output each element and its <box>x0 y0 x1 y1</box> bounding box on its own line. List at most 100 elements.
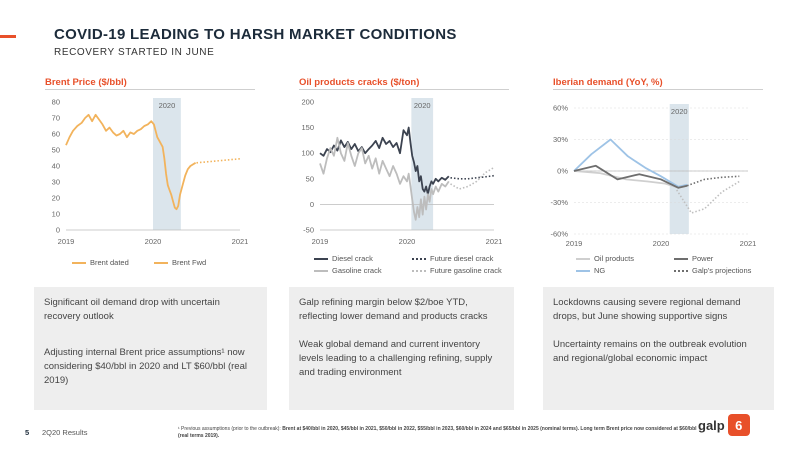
brent-commentary: Significant oil demand drop with uncerta… <box>34 287 267 410</box>
legend-item: Future gasoline crack <box>412 266 502 275</box>
legend-item: NG <box>576 266 605 275</box>
legend-swatch <box>412 269 426 272</box>
series-line <box>319 136 450 221</box>
commentary-point: Lockdowns causing severe regional demand… <box>553 297 741 322</box>
y-tick-label: 10 <box>52 210 60 219</box>
series-line <box>65 113 197 211</box>
commentary-point: Significant oil demand drop with uncerta… <box>44 297 220 322</box>
legend-label: Power <box>692 254 714 263</box>
commentary-point: Weak global demand and current inventory… <box>299 339 493 378</box>
y-tick-label: 200 <box>301 98 314 107</box>
y-tick-label: 50 <box>306 174 314 183</box>
series-line <box>676 180 740 214</box>
demand-commentary: Lockdowns causing severe regional demand… <box>543 287 774 410</box>
y-tick-label: -60% <box>550 230 568 239</box>
commentary-point: Adjusting internal Brent price assumptio… <box>44 347 247 386</box>
x-tick-label: 2019 <box>312 237 329 246</box>
highlight-label: 2020 <box>414 101 431 110</box>
series-line <box>319 126 450 196</box>
legend-item: Oil products <box>576 254 634 263</box>
brent-price-chart: 2020 0 10 20 30 40 50 60 70 80 2019 2020 2021 <box>52 98 249 247</box>
legend-label: Brent dated <box>90 258 129 267</box>
legend-label: Diesel crack <box>332 254 373 263</box>
x-tick-label: 2019 <box>58 237 75 246</box>
legend-swatch <box>576 269 590 272</box>
logo-badge-icon: 6 <box>727 414 750 436</box>
highlight-band <box>153 98 181 230</box>
galp-logo: galp 6 <box>698 414 750 436</box>
legend-label: Future gasoline crack <box>430 266 502 275</box>
highlight-label: 2020 <box>159 101 176 110</box>
series-line <box>573 138 688 188</box>
panel-divider <box>553 89 763 90</box>
page-title: COVID-19 LEADING TO HARSH MARKET CONDITI… <box>54 26 457 43</box>
legend-item: Brent Fwd <box>154 258 206 267</box>
legend-swatch <box>674 269 688 272</box>
y-tick-label: -50 <box>303 226 314 235</box>
panel-divider <box>45 89 255 90</box>
legend-swatch <box>674 257 688 260</box>
y-tick-label: 40 <box>52 162 60 171</box>
legend-item: Power <box>674 254 713 263</box>
series-line <box>450 166 495 190</box>
panel-title-brent: Brent Price ($/bbl) <box>45 77 127 88</box>
y-tick-label: 60% <box>553 104 568 113</box>
x-tick-label: 2021 <box>232 237 249 246</box>
legend-item: Galp's projections <box>674 266 751 275</box>
cracks-commentary: Galp refining margin below $2/boe YTD, r… <box>289 287 514 410</box>
footnote: ¹ Previous assumptions (prior to the out… <box>178 426 698 440</box>
x-tick-label: 2021 <box>486 237 503 246</box>
legend-label: NG <box>594 266 606 275</box>
iberian-demand-chart: 2020 60% 30% 0% -30% -60%2019 2020 2021 <box>550 104 757 249</box>
y-tick-label: 30% <box>553 135 568 144</box>
commentary-point: Galp refining margin below $2/boe YTD, r… <box>299 297 488 322</box>
page-subtitle: RECOVERY STARTED IN JUNE <box>54 47 215 58</box>
legend-label: Gasoline crack <box>332 266 382 275</box>
highlight-band <box>669 104 689 234</box>
x-tick-label: 2020 <box>399 237 416 246</box>
legend-swatch <box>314 257 328 260</box>
footnote-lead: ¹ Previous assumptions (prior to the out… <box>178 426 283 432</box>
x-tick-label: 2019 <box>566 239 583 248</box>
commentary-point: Uncertainty remains on the outbreak evol… <box>553 339 747 364</box>
legend-swatch <box>314 269 328 272</box>
legend-item: Brent dated <box>72 258 129 267</box>
y-tick-label: 80 <box>52 98 60 107</box>
footer-label: 2Q20 Results <box>42 428 88 437</box>
y-tick-label: 0 <box>310 200 314 209</box>
legend-swatch <box>154 261 168 264</box>
legend-label: Galp's projections <box>692 266 752 275</box>
legend-label: Oil products <box>594 254 635 263</box>
logo-text: galp <box>698 417 725 433</box>
legend-swatch <box>72 261 86 264</box>
x-tick-label: 2021 <box>740 239 757 248</box>
y-tick-label: 0% <box>557 167 568 176</box>
panel-title-demand: Iberian demand (YoY, %) <box>553 77 663 88</box>
oil-cracks-chart: 2020 -50 0 50 100 150 200 2019 2020 2021 <box>301 98 503 247</box>
y-tick-label: 0 <box>56 226 60 235</box>
legend-swatch <box>412 257 426 260</box>
legend-label: Brent Fwd <box>172 258 207 267</box>
accent-bar <box>0 35 16 38</box>
x-tick-label: 2020 <box>653 239 670 248</box>
panel-divider <box>299 89 509 90</box>
series-line <box>450 174 495 180</box>
y-tick-label: 70 <box>52 114 60 123</box>
y-tick-label: 20 <box>52 194 60 203</box>
legend-item: Diesel crack <box>314 254 373 263</box>
series-line <box>686 175 740 187</box>
panel-title-cracks: Oil products cracks ($/ton) <box>299 77 420 88</box>
highlight-label: 2020 <box>671 107 688 116</box>
series-line <box>196 158 241 164</box>
legend-item: Gasoline crack <box>314 266 382 275</box>
legend-label: Future diesel crack <box>430 254 494 263</box>
y-tick-label: 50 <box>52 146 60 155</box>
y-tick-label: 30 <box>52 178 60 187</box>
y-tick-label: -30% <box>550 198 568 207</box>
page-number: 5 <box>25 428 30 437</box>
series-line <box>573 164 688 189</box>
legend-item: Future diesel crack <box>412 254 493 263</box>
footnote-bold: Brent at $40/bbl in 2020, $45/bbl in 202… <box>178 426 697 439</box>
x-tick-label: 2020 <box>145 237 162 246</box>
y-tick-label: 150 <box>301 123 314 132</box>
